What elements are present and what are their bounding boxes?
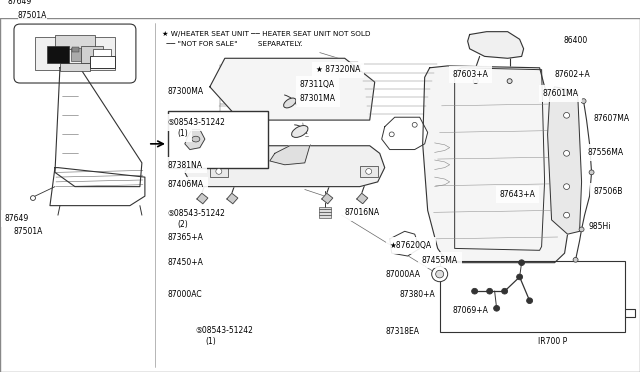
Text: 87649: 87649 [5,214,29,223]
Text: 985Hi: 985Hi [589,222,611,231]
Text: 87406MA: 87406MA [168,180,204,189]
Ellipse shape [431,266,447,282]
Ellipse shape [473,79,478,83]
Ellipse shape [502,288,508,294]
Text: ⑤08543-51242: ⑤08543-51242 [168,209,226,218]
Ellipse shape [564,151,570,156]
Text: 87365+A: 87365+A [168,233,204,242]
Polygon shape [227,193,238,204]
Text: IR700 P: IR700 P [538,337,567,346]
Polygon shape [548,87,582,234]
Text: 87455MA: 87455MA [422,256,458,264]
Bar [210,166,228,177]
Ellipse shape [516,274,523,280]
Text: (1): (1) [206,337,216,346]
Text: 87501A: 87501A [18,11,47,20]
Ellipse shape [493,305,500,311]
Ellipse shape [412,122,417,127]
Ellipse shape [573,257,578,262]
Ellipse shape [192,136,200,142]
Bar [72,47,79,52]
Polygon shape [55,66,142,187]
Ellipse shape [564,112,570,118]
Polygon shape [197,193,208,204]
Polygon shape [381,117,428,150]
Bar [319,209,331,212]
Text: 87380+A: 87380+A [400,290,435,299]
Ellipse shape [564,184,570,189]
Text: ★ 87320NA: ★ 87320NA [316,65,360,74]
Text: 87649: 87649 [8,0,32,6]
Text: 87450+A: 87450+A [168,259,204,267]
Text: 86400: 86400 [564,36,588,45]
Text: ★87620QA: ★87620QA [390,241,432,250]
Polygon shape [390,231,420,256]
Bar [168,110,268,168]
Ellipse shape [579,227,584,232]
Bar [47,46,69,63]
Text: 87300MA: 87300MA [168,87,204,96]
Polygon shape [356,193,368,204]
Polygon shape [50,168,145,206]
Text: 87301MA: 87301MA [300,94,336,103]
Text: 87602+A: 87602+A [555,70,590,79]
Ellipse shape [589,170,594,175]
Text: 87000AA: 87000AA [386,270,420,279]
Ellipse shape [389,132,394,137]
Ellipse shape [216,169,222,174]
Bar [81,46,103,63]
Text: 87311QA: 87311QA [300,80,335,89]
FancyBboxPatch shape [14,24,136,83]
Polygon shape [210,58,375,120]
Text: ★ W/HEATER SEAT UNIT ── HEATER SEAT UNIT NOT SOLD: ★ W/HEATER SEAT UNIT ── HEATER SEAT UNIT… [162,31,371,37]
Bar [93,49,111,57]
Ellipse shape [564,212,570,218]
Bar [55,35,95,49]
Bar [90,57,115,68]
Polygon shape [454,68,545,250]
Ellipse shape [365,169,372,174]
Polygon shape [322,193,333,204]
Text: 87506B: 87506B [593,187,623,196]
Bar [319,215,331,218]
Text: (1): (1) [178,129,189,138]
Bar [360,166,378,177]
Text: 87607MA: 87607MA [593,114,630,123]
Text: 87643+A: 87643+A [500,190,536,199]
Bar [440,261,625,332]
Text: 87556MA: 87556MA [588,148,624,157]
Text: 87601MA: 87601MA [543,89,579,98]
Ellipse shape [284,98,296,108]
FancyBboxPatch shape [35,37,115,70]
Text: ⑤08543-51242: ⑤08543-51242 [168,118,226,127]
Ellipse shape [472,288,477,294]
Text: 87501A: 87501A [14,227,44,236]
Polygon shape [270,146,310,165]
Bar [319,212,331,215]
Text: ⑤08543-51242: ⑤08543-51242 [196,326,253,335]
Bar [319,206,331,209]
Polygon shape [185,129,205,150]
Bar [60,63,90,71]
Text: 87000AC: 87000AC [168,290,202,299]
Polygon shape [422,66,568,263]
Bar [605,309,634,317]
Ellipse shape [292,125,308,137]
Text: ── "NOT FOR SALE"         SEPARATELY.: ── "NOT FOR SALE" SEPARATELY. [162,41,302,47]
Ellipse shape [581,99,586,103]
Polygon shape [185,146,385,187]
Text: 87381NA: 87381NA [168,160,203,170]
Ellipse shape [507,79,512,83]
Text: (2): (2) [178,220,189,230]
Text: 87069+A: 87069+A [452,306,488,315]
Polygon shape [468,32,524,58]
Text: 87016NA: 87016NA [345,208,380,217]
Ellipse shape [518,260,525,266]
Ellipse shape [527,298,532,304]
Ellipse shape [486,288,493,294]
Text: 87603+A: 87603+A [452,70,488,79]
Ellipse shape [436,270,444,278]
Bar [71,48,81,61]
Text: 87318EA: 87318EA [386,327,420,336]
